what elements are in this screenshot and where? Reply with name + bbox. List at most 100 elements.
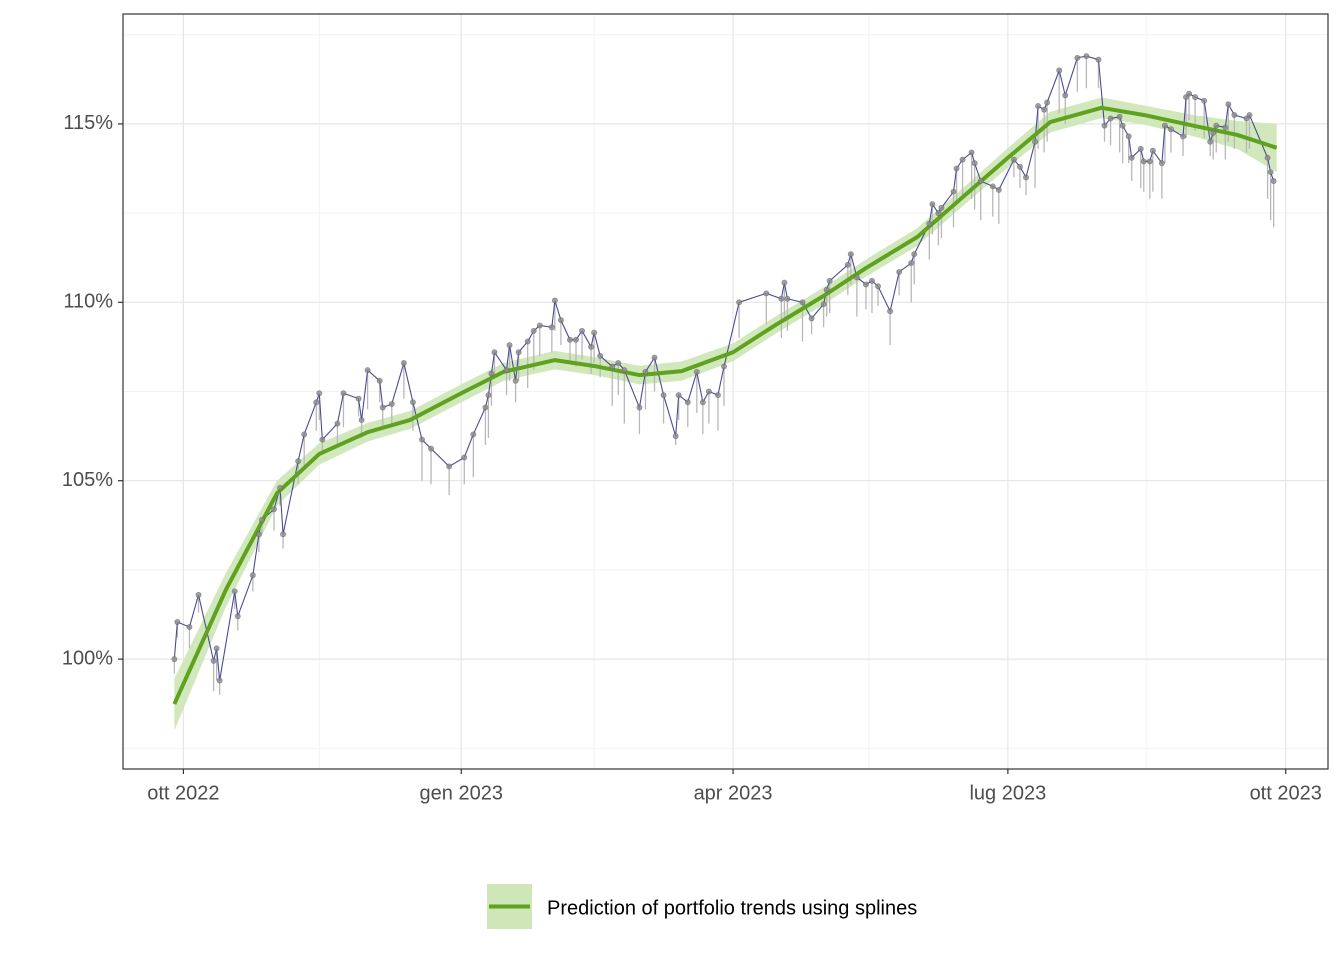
data-point [234,613,241,620]
data-point [334,420,341,427]
data-point [216,677,223,684]
data-point [319,436,326,443]
data-point [1010,156,1017,163]
data-point [950,188,957,195]
data-point [908,260,915,267]
data-point [675,392,682,399]
data-point [488,370,495,377]
data-point [255,531,262,538]
x-tick-label: lug 2023 [969,782,1046,804]
data-point [249,572,256,579]
data-point [1201,97,1208,104]
data-point [799,299,806,306]
data-point [1137,145,1144,152]
data-point [672,433,679,440]
data-point [820,301,827,308]
data-point [1128,154,1135,161]
data-point [621,367,628,374]
data-point [557,317,564,324]
data-point [875,283,882,290]
data-point [171,656,178,663]
data-point [1095,56,1102,63]
data-point [1210,129,1217,136]
data-point [588,343,595,350]
data-point [660,392,667,399]
data-point [1231,111,1238,118]
data-point [868,277,875,284]
data-point [926,220,933,227]
legend: Prediction of portfolio trends using spl… [487,884,917,929]
data-point [1074,54,1081,61]
y-tick-label: 100% [62,647,113,669]
data-point [597,352,604,359]
data-point [195,591,202,598]
data-point [1146,158,1153,165]
data-point [1186,90,1193,97]
data-point [1167,126,1174,133]
data-point [1264,154,1271,161]
data-point [295,458,302,465]
x-tick-label: ott 2022 [147,782,219,804]
panel-border [122,13,1329,770]
data-point [536,322,543,329]
data-point [470,431,477,438]
data-point [705,388,712,395]
data-point [887,308,894,315]
data-point [512,377,519,384]
data-point [1116,113,1123,120]
data-point [929,201,936,208]
data-point [1041,106,1048,113]
data-point [1207,138,1214,145]
data-point [515,349,522,356]
data-point [258,516,265,523]
data-point [1016,163,1023,170]
data-point [1246,111,1253,118]
data-point [506,342,513,349]
axes: 100% 105% 110% 115% ott 2022 gen 2023 apr 2023… [62,112,1322,804]
data-point [566,336,573,343]
data-point [1161,122,1168,129]
data-point [1032,138,1039,145]
data-point [277,484,284,491]
data-point [1044,99,1051,106]
data-point [428,445,435,452]
data-point [271,506,278,513]
data-point [400,359,407,366]
data-point [379,404,386,411]
data-point [844,261,851,268]
data-point [355,395,362,402]
data-point [935,210,942,217]
data-point [953,165,960,172]
data-point [823,286,830,293]
data-point [699,399,706,406]
data-point [210,657,217,664]
data-point [1056,67,1063,74]
data-point [1062,92,1069,99]
data-point [1213,122,1220,129]
data-point [968,149,975,156]
data-point [358,417,365,424]
data-point [340,390,347,397]
data-point [364,367,371,374]
data-point [530,327,537,334]
y-tick-label: 105% [62,469,113,491]
data-point [1125,133,1132,140]
data-point [491,349,498,356]
data-point [409,399,416,406]
data-point [720,363,727,370]
data-point [642,368,649,375]
data-point [609,363,616,370]
data-point [995,186,1002,193]
data-point [591,329,598,336]
data-point [280,531,287,538]
data-point [503,367,510,374]
data-point [1158,160,1165,167]
data-point [847,251,854,258]
data-point [1022,174,1029,181]
data-point [301,431,308,438]
data-point [808,315,815,322]
x-tick-label: apr 2023 [694,782,773,804]
data-point [418,436,425,443]
